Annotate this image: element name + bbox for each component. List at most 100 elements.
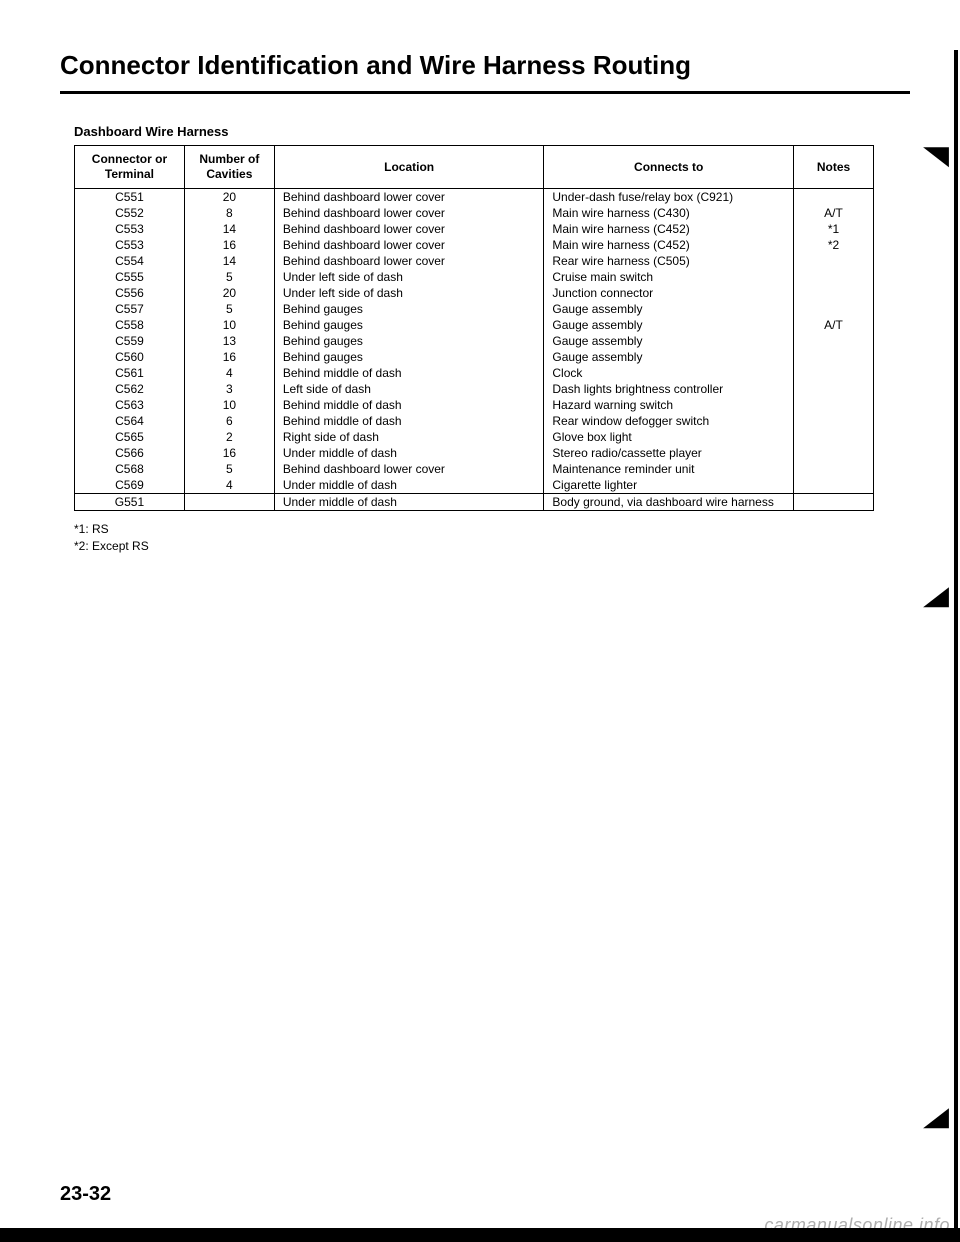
table-cell: 5 xyxy=(184,301,274,317)
table-cell: A/T xyxy=(794,317,874,333)
table-cell: C568 xyxy=(75,461,185,477)
table-cell: Behind gauges xyxy=(274,301,544,317)
page: Connector Identification and Wire Harnes… xyxy=(0,0,960,1242)
table-cell: Under middle of dash xyxy=(274,494,544,511)
table-cell: Behind dashboard lower cover xyxy=(274,205,544,221)
table-cell: 8 xyxy=(184,205,274,221)
table-row: C55913Behind gaugesGauge assembly xyxy=(75,333,874,349)
table-cell: C551 xyxy=(75,189,185,206)
table-cell: Gauge assembly xyxy=(544,301,794,317)
table-cell: 20 xyxy=(184,189,274,206)
table-cell: Dash lights brightness controller xyxy=(544,381,794,397)
table-row: C5555Under left side of dashCruise main … xyxy=(75,269,874,285)
table-cell: 20 xyxy=(184,285,274,301)
table-cell xyxy=(794,301,874,317)
table-cell: Behind dashboard lower cover xyxy=(274,253,544,269)
table-cell: C565 xyxy=(75,429,185,445)
table-cell: C560 xyxy=(75,349,185,365)
table-cell: A/T xyxy=(794,205,874,221)
table-row: C5614Behind middle of dashClock xyxy=(75,365,874,381)
table-cell: Behind dashboard lower cover xyxy=(274,461,544,477)
table-cell: C553 xyxy=(75,237,185,253)
table-cell: C562 xyxy=(75,381,185,397)
page-edge xyxy=(954,50,958,1230)
table-cell: Main wire harness (C430) xyxy=(544,205,794,221)
table-cell: C561 xyxy=(75,365,185,381)
table-cell: Clock xyxy=(544,365,794,381)
table-cell: Behind dashboard lower cover xyxy=(274,189,544,206)
table-cell: Rear wire harness (C505) xyxy=(544,253,794,269)
table-header: Connector orTerminalNumber ofCavitiesLoc… xyxy=(75,146,874,189)
table-cell: Left side of dash xyxy=(274,381,544,397)
table-cell: Stereo radio/cassette player xyxy=(544,445,794,461)
table-row: C55314Behind dashboard lower coverMain w… xyxy=(75,221,874,237)
table-cell xyxy=(794,461,874,477)
table-cell: Junction connector xyxy=(544,285,794,301)
table-cell: Behind middle of dash xyxy=(274,413,544,429)
table-cell: 4 xyxy=(184,365,274,381)
table-cell: 4 xyxy=(184,477,274,494)
table-cell xyxy=(794,349,874,365)
table-row: C5575Behind gaugesGauge assembly xyxy=(75,301,874,317)
binder-mark-icon: ◢ xyxy=(923,1101,949,1132)
table-cell xyxy=(794,189,874,206)
table-cell: Behind gauges xyxy=(274,349,544,365)
table-cell xyxy=(794,253,874,269)
table-cell xyxy=(794,445,874,461)
table-cell: Main wire harness (C452) xyxy=(544,221,794,237)
table-cell: 10 xyxy=(184,397,274,413)
table-cell: C564 xyxy=(75,413,185,429)
table-cell: 14 xyxy=(184,221,274,237)
table-cell xyxy=(794,429,874,445)
table-cell: C558 xyxy=(75,317,185,333)
table-column-header: Notes xyxy=(794,146,874,189)
table-cell: C552 xyxy=(75,205,185,221)
table-cell: 5 xyxy=(184,461,274,477)
table-cell: 3 xyxy=(184,381,274,397)
table-cell: C556 xyxy=(75,285,185,301)
table-cell: Gauge assembly xyxy=(544,349,794,365)
table-cell: Under-dash fuse/relay box (C921) xyxy=(544,189,794,206)
table-row: C56616Under middle of dashStereo radio/c… xyxy=(75,445,874,461)
table-cell xyxy=(794,365,874,381)
table-cell xyxy=(794,413,874,429)
table-cell: 13 xyxy=(184,333,274,349)
table-cell: Under middle of dash xyxy=(274,445,544,461)
table-column-header: Connects to xyxy=(544,146,794,189)
table-cell: 6 xyxy=(184,413,274,429)
table-cell: C555 xyxy=(75,269,185,285)
page-number: 23-32 xyxy=(60,1183,111,1206)
binder-mark-icon: ◥ xyxy=(923,140,949,171)
table-cell: C569 xyxy=(75,477,185,494)
title-rule xyxy=(60,91,910,94)
table-cell xyxy=(794,285,874,301)
table-cell xyxy=(794,269,874,285)
table-cell xyxy=(184,494,274,511)
footnote-1: *1: RS xyxy=(74,521,910,538)
table-row: C5694Under middle of dashCigarette light… xyxy=(75,477,874,494)
table-cell: *1 xyxy=(794,221,874,237)
table-cell: 16 xyxy=(184,349,274,365)
table-row: C5646Behind middle of dashRear window de… xyxy=(75,413,874,429)
table-row: C55414Behind dashboard lower coverRear w… xyxy=(75,253,874,269)
table-row: C5685Behind dashboard lower coverMainten… xyxy=(75,461,874,477)
table-cell: C559 xyxy=(75,333,185,349)
table-cell: 10 xyxy=(184,317,274,333)
table-row: C5652Right side of dashGlove box light xyxy=(75,429,874,445)
table-row: C56310Behind middle of dashHazard warnin… xyxy=(75,397,874,413)
table-cell: C566 xyxy=(75,445,185,461)
table-cell: Cigarette lighter xyxy=(544,477,794,494)
table-row: C5528Behind dashboard lower coverMain wi… xyxy=(75,205,874,221)
table-cell: 14 xyxy=(184,253,274,269)
section-subheading: Dashboard Wire Harness xyxy=(74,124,910,139)
table-column-header: Number ofCavities xyxy=(184,146,274,189)
table-cell: *2 xyxy=(794,237,874,253)
table-cell xyxy=(794,333,874,349)
table-row: C56016Behind gaugesGauge assembly xyxy=(75,349,874,365)
table-cell: Hazard warning switch xyxy=(544,397,794,413)
table-cell: 16 xyxy=(184,445,274,461)
table-cell: Gauge assembly xyxy=(544,317,794,333)
table-cell: Behind middle of dash xyxy=(274,397,544,413)
page-bottom-bar xyxy=(0,1228,960,1242)
table-cell: Behind gauges xyxy=(274,333,544,349)
